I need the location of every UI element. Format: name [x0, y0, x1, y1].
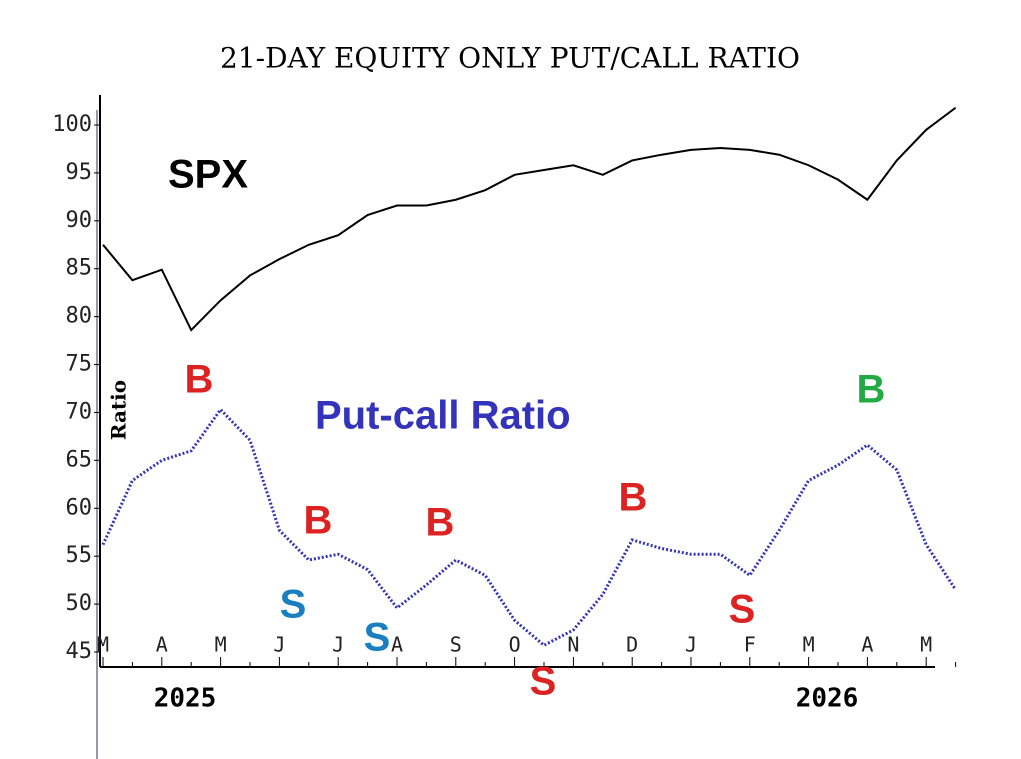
signal-label: B [619, 476, 648, 520]
series-label: Put-call Ratio [315, 394, 571, 438]
y-axis-label: Ratio [107, 380, 131, 440]
y-tick-label: 45 [66, 639, 93, 664]
x-tick-label: M [920, 633, 932, 657]
signal-label: S [729, 588, 756, 632]
year-label: 2025 [154, 684, 217, 714]
year-label: 2026 [796, 684, 859, 714]
y-tick-label: 75 [66, 352, 93, 377]
x-tick-label: D [626, 633, 638, 657]
series-line [101, 407, 957, 648]
y-tick-label: 55 [66, 543, 93, 568]
chart-title: 21-DAY EQUITY ONLY PUT/CALL RATIO [220, 42, 800, 75]
signal-label: B [426, 501, 455, 545]
x-tick-label: J [332, 633, 344, 657]
series-label: SPX [168, 153, 248, 197]
y-tick-label: 85 [66, 256, 93, 281]
signal-label: S [280, 583, 307, 627]
y-tick-label: 80 [66, 304, 93, 329]
signal-label: S [364, 616, 391, 660]
x-tick-label: O [509, 633, 521, 657]
x-tick-label: F [744, 633, 756, 657]
x-tick-label: M [803, 633, 815, 657]
signal-label: B [857, 368, 886, 412]
y-tick-label: 95 [66, 160, 93, 185]
x-tick-label: M [215, 633, 227, 657]
x-tick-label: A [156, 633, 168, 657]
y-tick-label: 100 [52, 112, 92, 137]
y-tick-label: 50 [66, 591, 93, 616]
signal-label: B [185, 358, 214, 402]
signal-label: S [530, 660, 557, 704]
x-tick-label: M [97, 633, 109, 657]
x-tick-label: N [567, 633, 579, 657]
y-tick-label: 65 [66, 447, 93, 472]
x-tick-label: A [391, 633, 403, 657]
signal-label: B [304, 499, 333, 543]
series-line [102, 106, 957, 332]
x-tick-label: J [273, 633, 285, 657]
y-tick-label: 90 [66, 208, 93, 233]
x-tick-label: J [685, 633, 697, 657]
y-tick-label: 70 [66, 399, 93, 424]
y-tick-label: 60 [66, 495, 93, 520]
x-tick-label: A [861, 633, 873, 657]
x-tick-label: S [450, 633, 462, 657]
